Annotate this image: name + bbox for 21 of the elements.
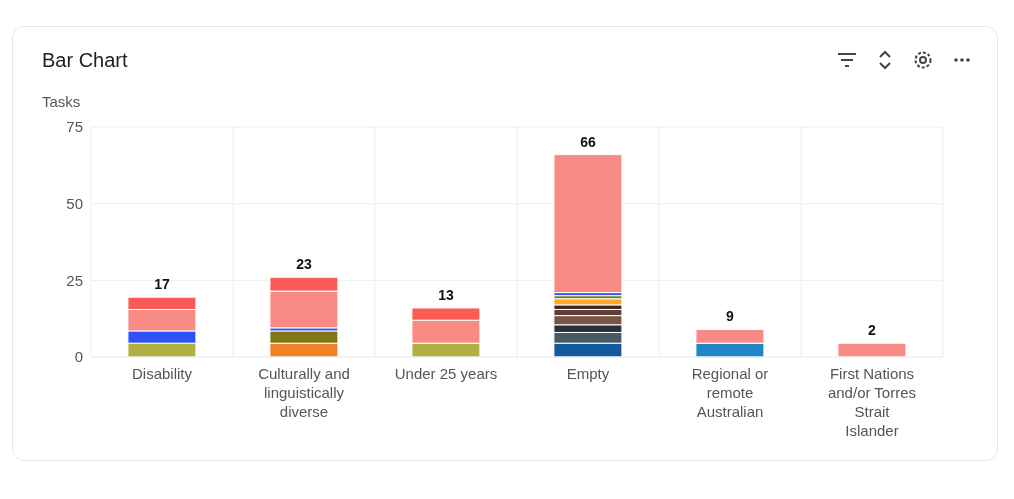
total-label: 9: [726, 308, 735, 325]
y-tick-label: 50: [66, 194, 83, 212]
bar: [553, 154, 623, 294]
x-tick-label: Under 25 years: [394, 365, 498, 382]
bar: [553, 298, 623, 306]
x-tick-label: Culturally and linguistically diverse: [258, 365, 350, 420]
y-tick-label: 75: [66, 118, 83, 136]
total-label: 2: [868, 322, 877, 339]
total-label: 17: [154, 276, 170, 293]
chart-title: Bar Chart: [42, 49, 128, 72]
bar: [837, 342, 907, 357]
y-tick-label: 25: [66, 271, 83, 289]
x-tick-label: Disability: [131, 365, 193, 382]
total-label: 23: [296, 256, 312, 273]
total-label: 13: [438, 286, 454, 303]
x-tick-label: First Nations and/or Torres Strait Islander: [827, 365, 917, 439]
total-label: 66: [580, 133, 596, 150]
x-tick-label: Empty: [566, 365, 610, 382]
y-tick-label: 0: [74, 348, 83, 366]
y-axis-title: Tasks: [42, 93, 81, 110]
x-tick-label: Regional or remote Australian: [691, 365, 769, 420]
